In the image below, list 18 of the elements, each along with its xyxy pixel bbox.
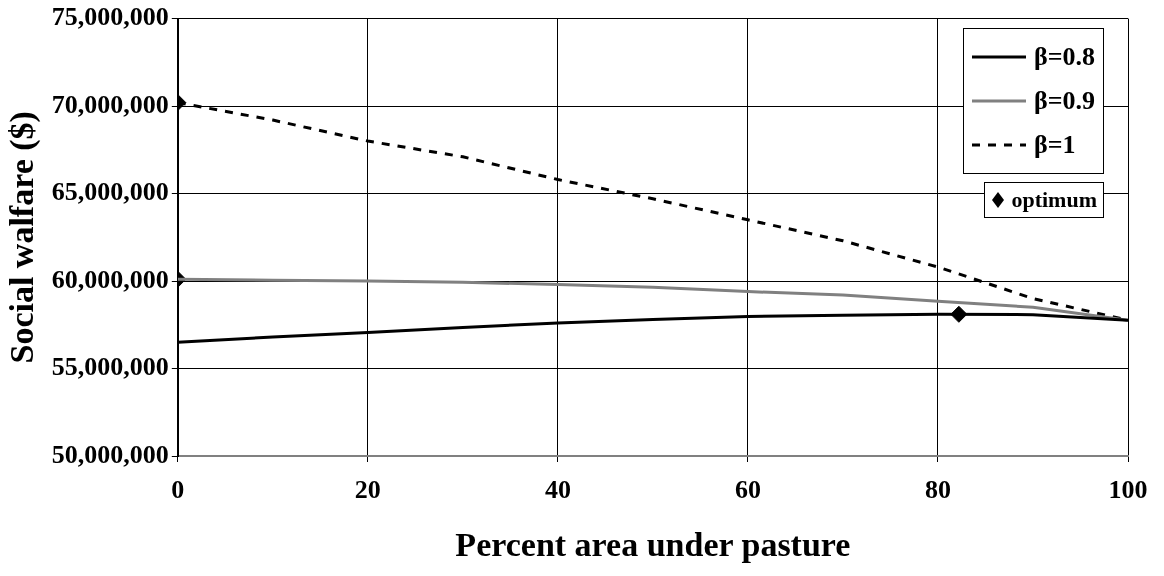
y-tick-label: 65,000,000 (51, 177, 169, 207)
x-tick-label: 20 (354, 475, 381, 505)
x-tick-label: 40 (544, 475, 571, 505)
x-tick-label: 0 (171, 475, 185, 505)
y-tick-label: 50,000,000 (51, 439, 169, 469)
x-axis-title: Percent area under pasture (455, 526, 851, 564)
legend-label: optimum (1011, 187, 1097, 213)
y-tick-label: 60,000,000 (51, 264, 169, 294)
y-tick-label: 75,000,000 (51, 2, 169, 32)
y-tick-label: 55,000,000 (51, 352, 169, 382)
x-tick-label: 100 (1108, 475, 1148, 505)
legend-label: β=0.9 (1033, 86, 1095, 116)
y-axis-title: Social walfare ($) (3, 111, 42, 364)
legend-label: β=0.8 (1033, 42, 1095, 72)
x-tick-label: 80 (924, 475, 951, 505)
y-tick-label: 70,000,000 (51, 89, 169, 119)
legend-label: β=1 (1033, 130, 1076, 160)
x-tick-label: 60 (734, 475, 761, 505)
